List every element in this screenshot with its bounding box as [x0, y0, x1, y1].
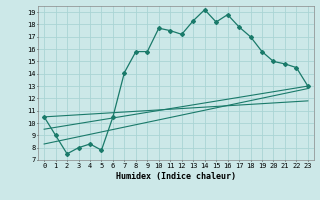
X-axis label: Humidex (Indice chaleur): Humidex (Indice chaleur) [116, 172, 236, 181]
